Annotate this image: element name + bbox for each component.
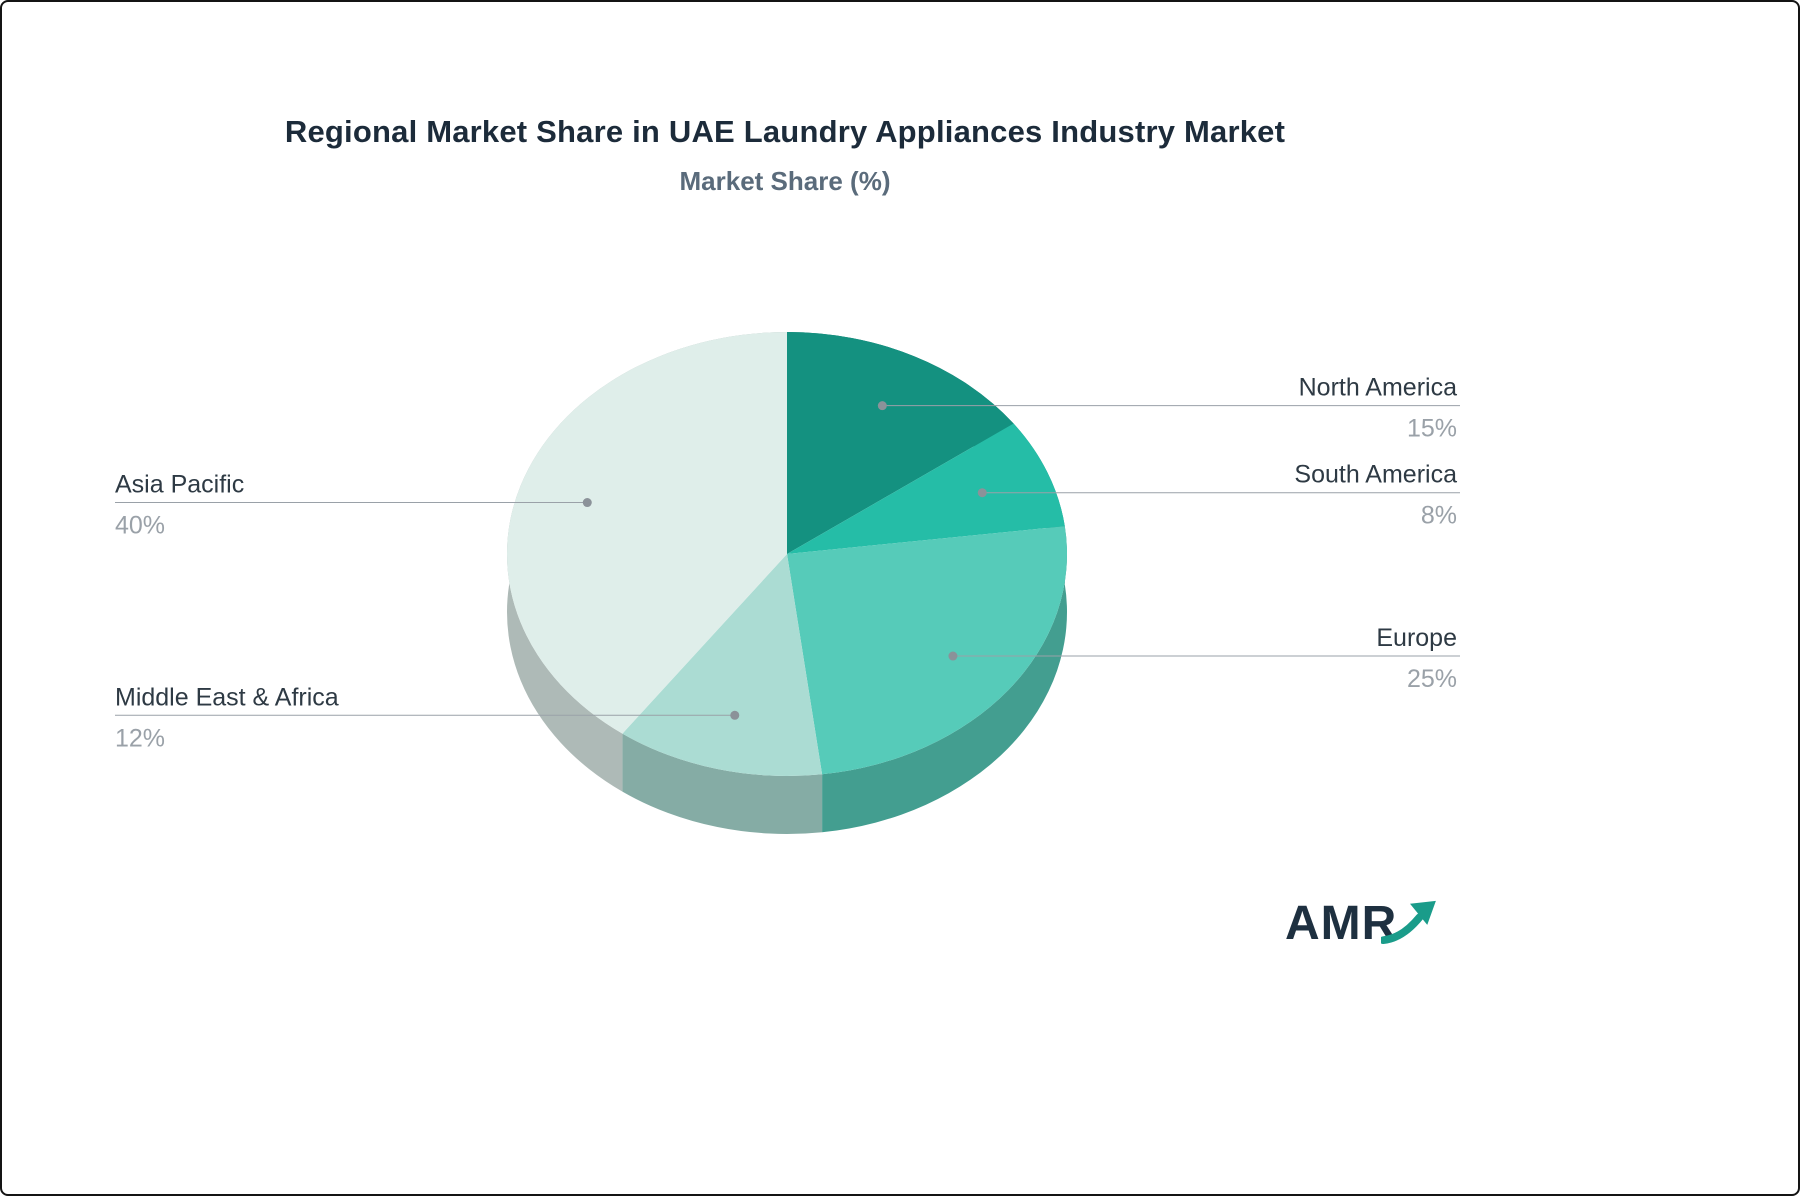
slice-value-north-america: 15% xyxy=(1407,415,1457,443)
pie-slice-asia-pacific xyxy=(507,332,787,734)
callout-dot-asia-pacific xyxy=(582,498,592,508)
chart-header: Regional Market Share in UAE Laundry App… xyxy=(2,114,1568,197)
chart-title: Regional Market Share in UAE Laundry App… xyxy=(284,114,1286,149)
callout-dot-north-america xyxy=(877,401,887,411)
pie-slice-side-europe xyxy=(822,526,1067,833)
slice-value-asia-pacific: 40% xyxy=(115,512,165,540)
pie-slice-south-america xyxy=(787,423,1065,554)
slice-label-middle-east-africa: Middle East & Africa xyxy=(115,683,339,711)
chart-subtitle: Market Share (%) xyxy=(679,166,891,196)
slice-label-europe: Europe xyxy=(1376,624,1457,652)
slice-value-south-america: 8% xyxy=(1421,502,1457,530)
slice-label-asia-pacific: Asia Pacific xyxy=(115,471,244,499)
slice-value-middle-east-africa: 12% xyxy=(115,724,165,752)
callout-dot-europe xyxy=(948,651,958,661)
amr-logo: AMR xyxy=(1285,896,1439,951)
callout-dot-middle-east-africa xyxy=(730,710,740,720)
pie-slice-europe xyxy=(787,526,1067,775)
amr-logo-arrow-icon xyxy=(1381,900,1437,944)
slice-value-europe: 25% xyxy=(1407,665,1457,693)
pie-slice-side-middle-east-africa xyxy=(622,733,823,834)
pie-slice-middle-east-africa xyxy=(622,554,823,776)
slice-label-south-america: South America xyxy=(1294,461,1457,489)
pie-slice-north-america xyxy=(787,332,1014,554)
slice-label-north-america: North America xyxy=(1299,374,1457,402)
amr-logo-text: AMR xyxy=(1285,897,1398,950)
callout-dot-south-america xyxy=(977,488,987,498)
